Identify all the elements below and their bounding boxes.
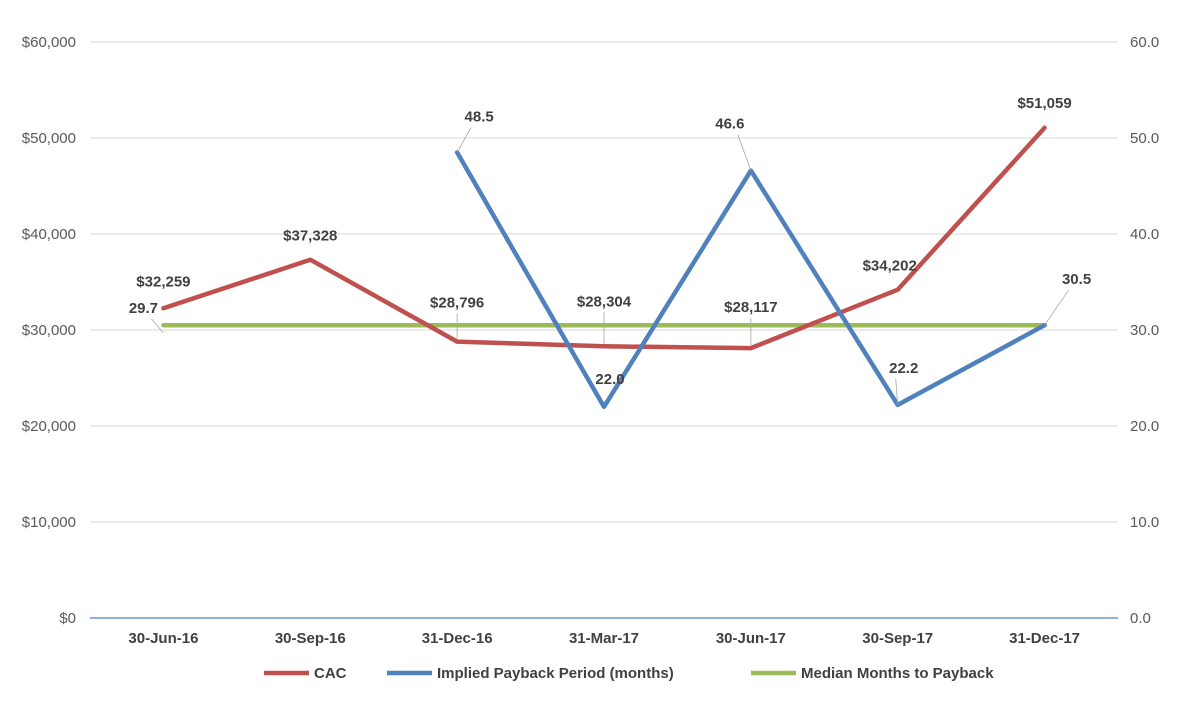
left-axis: $0 $10,000 $20,000 $30,000 $40,000 $50,000 $60… — [22, 34, 76, 627]
right-tick-label: 30.0 — [1130, 322, 1159, 339]
payback-leader-line — [895, 378, 899, 405]
cac-data-label: $51,059 — [1017, 95, 1071, 112]
right-tick-label: 10.0 — [1130, 514, 1159, 531]
cac-data-label: $28,117 — [724, 299, 777, 316]
left-tick-label: $60,000 — [22, 34, 76, 51]
data-labels: $32,259 $37,328 $28,796 $28,304 $28,117 $34,2… — [129, 95, 1091, 405]
right-axis: 0.0 10.0 20.0 30.0 40.0 50.0 60.0 — [1130, 34, 1159, 627]
payback-data-label: 29.7 — [129, 300, 158, 317]
x-tick-label: 31-Dec-16 — [422, 630, 493, 647]
payback-leader-line — [151, 318, 164, 334]
legend-label-implied-payback-period-months: Implied Payback Period (months) — [437, 665, 674, 682]
payback-leader-line — [1044, 289, 1069, 326]
legend-label-cac: CAC — [314, 665, 347, 682]
left-tick-label: $40,000 — [22, 226, 76, 243]
legend-label-median-months-to-payback: Median Months to Payback — [801, 665, 994, 682]
left-tick-label: $50,000 — [22, 130, 76, 147]
cac-data-label: $34,202 — [863, 258, 917, 275]
left-tick-label: $30,000 — [22, 322, 76, 339]
legend: CAC Implied Payback Period (months) Median… — [264, 665, 994, 682]
cac-data-label: $37,328 — [283, 228, 337, 245]
right-tick-label: 50.0 — [1130, 130, 1159, 147]
payback-data-label: 30.5 — [1062, 271, 1091, 288]
implied-payback-period-months-line — [454, 150, 1047, 410]
payback-data-label: 22.2 — [889, 360, 918, 377]
x-tick-label: 30-Jun-17 — [716, 630, 786, 647]
x-tick-label: 30-Sep-16 — [275, 630, 346, 647]
x-tick-label: 31-Dec-17 — [1009, 630, 1080, 647]
x-tick-label: 31-Mar-17 — [569, 630, 639, 647]
cac-data-label: $28,304 — [577, 293, 632, 310]
left-tick-label: $0 — [59, 610, 76, 627]
x-tick-label: 30-Sep-17 — [862, 630, 933, 647]
right-tick-label: 0.0 — [1130, 610, 1151, 627]
cac-data-label: $28,796 — [430, 295, 484, 312]
payback-data-label: 48.5 — [465, 108, 494, 125]
right-tick-label: 20.0 — [1130, 418, 1159, 435]
payback-data-label: 22.0 — [595, 371, 624, 388]
payback-leader-line — [456, 127, 472, 153]
x-tick-label: 30-Jun-16 — [128, 630, 198, 647]
payback-leader-line — [737, 134, 752, 171]
right-tick-label: 40.0 — [1130, 226, 1159, 243]
x-axis: 30-Jun-16 30-Sep-16 31-Dec-16 31-Mar-17 30-J… — [90, 617, 1118, 647]
right-tick-label: 60.0 — [1130, 34, 1159, 51]
left-tick-label: $20,000 — [22, 418, 76, 435]
payback-data-label: 46.6 — [715, 116, 744, 133]
left-tick-label: $10,000 — [22, 514, 76, 531]
cac-data-label: $32,259 — [136, 273, 190, 290]
